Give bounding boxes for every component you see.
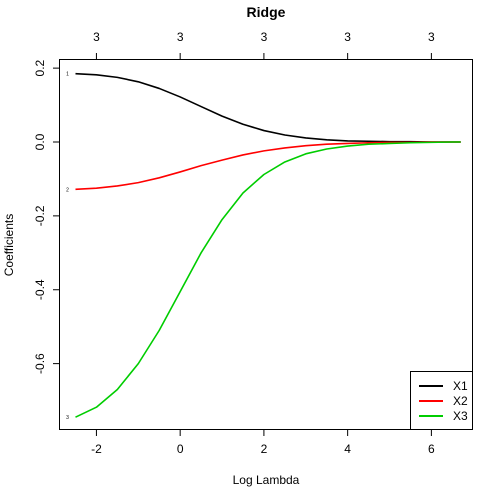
x-tick-label: 2 [261,442,268,456]
y-tick-label: -0.4 [33,279,47,300]
x-axis-label: Log Lambda [233,473,300,487]
x-tick-label: 6 [428,442,435,456]
x-tick-label: -2 [91,442,102,456]
bottom-axis: -2 0 2 4 6 [91,429,435,456]
series-end-label: 1 [66,72,69,78]
chart-title: Ridge [247,4,286,20]
x-tick-label: 0 [177,442,184,456]
top-tick-label: 3 [344,30,351,44]
series-end-label: 2 [66,187,69,193]
top-tick-label: 3 [261,30,268,44]
x-tick-label: 4 [344,442,351,456]
y-tick-label: 0.0 [33,133,47,150]
series-end-label: 3 [66,415,69,421]
left-axis: 0.2 0.0 -0.2 -0.4 -0.6 [33,59,60,374]
y-tick-label: -0.2 [33,205,47,226]
top-tick-label: 3 [93,30,100,44]
series-line-x1 [75,72,461,143]
y-tick-label: -0.6 [33,353,47,374]
legend-label: X2 [453,394,468,408]
series-line-x3 [75,141,461,418]
y-axis-label: Coefficients [2,214,16,276]
top-tick-label: 3 [428,30,435,44]
series-layer: 1 2 3 [66,72,461,421]
y-tick-label: 0.2 [33,59,47,76]
top-tick-label: 3 [177,30,184,44]
legend-label: X3 [453,409,468,423]
series-line-x2 [75,141,461,191]
legend-label: X1 [453,379,468,393]
top-axis: 3 3 3 3 3 [93,30,435,60]
